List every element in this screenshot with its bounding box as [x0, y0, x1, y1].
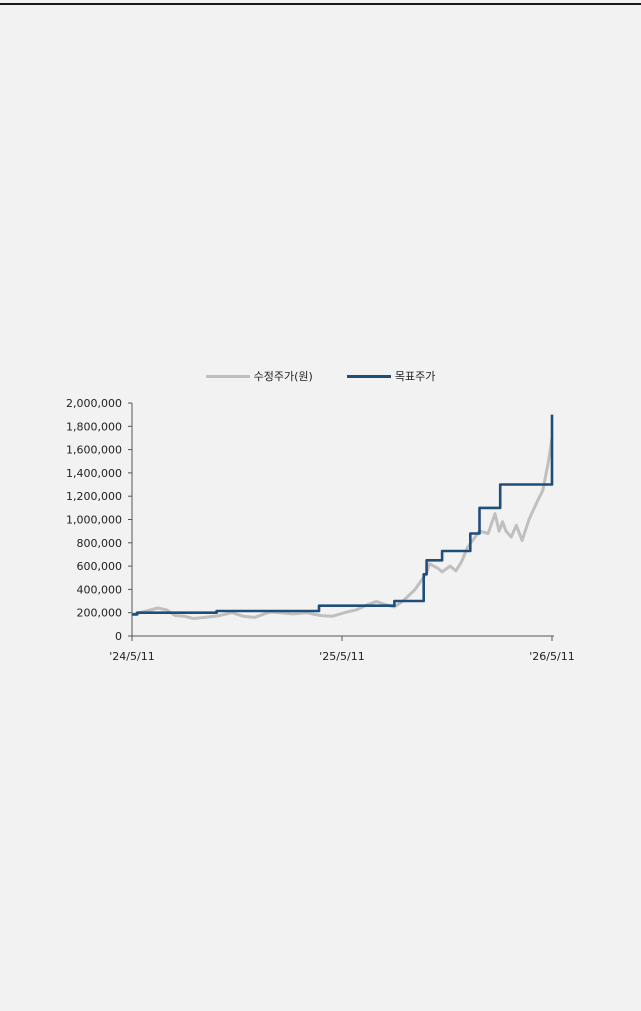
y-tick-label: 200,000: [77, 607, 123, 620]
y-tick-label: 0: [115, 630, 122, 643]
legend-item-adjusted-price: 수정주가(원): [205, 368, 313, 384]
chart-legend: 수정주가(원) 목표주가: [0, 366, 641, 386]
y-tick-label: 1,000,000: [66, 514, 122, 527]
x-tick-label: '26/5/11: [529, 650, 574, 663]
legend-item-target-price: 목표주가: [346, 368, 436, 384]
y-tick-label: 1,800,000: [66, 420, 122, 433]
x-tick-label: '25/5/11: [319, 650, 364, 663]
y-tick-label: 2,000,000: [66, 397, 122, 410]
y-tick-label: 1,200,000: [66, 490, 122, 503]
legend-label-target-price: 목표주가: [394, 370, 436, 383]
legend-swatch-adjusted-price: [205, 374, 250, 378]
legend-label-adjusted-price: 수정주가(원): [253, 370, 313, 383]
series-line-adjusted-price: [131, 437, 554, 620]
x-tick-label: '24/5/11: [109, 650, 154, 663]
legend-swatch-target-price: [346, 374, 391, 378]
y-tick-label: 800,000: [77, 537, 123, 550]
y-tick-label: 400,000: [77, 583, 123, 596]
series-line-target-price: [132, 414, 554, 616]
y-tick-label: 600,000: [77, 560, 123, 573]
top-rule: [0, 3, 641, 5]
y-tick-label: 1,400,000: [66, 467, 122, 480]
y-tick-label: 1,600,000: [66, 444, 122, 457]
